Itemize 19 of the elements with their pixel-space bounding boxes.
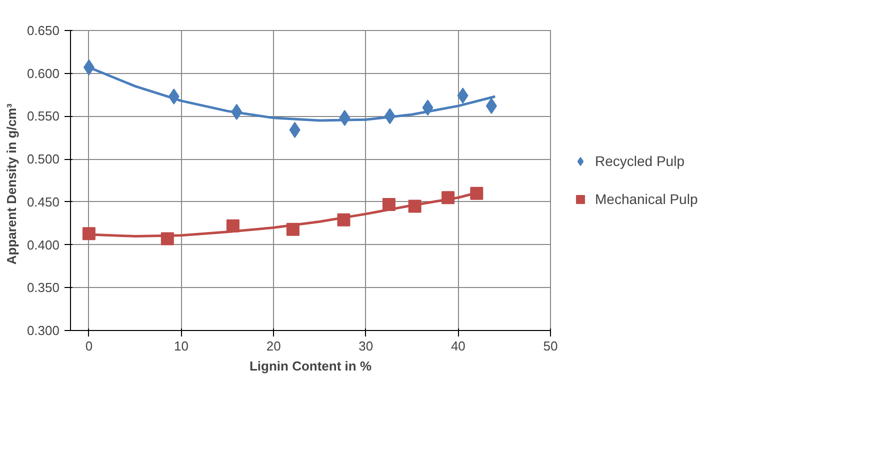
x-tick-label: 10: [174, 338, 189, 354]
y-tick-label: 0.400: [26, 237, 60, 252]
y-tick-label: 0.300: [26, 323, 60, 338]
y-tick-label: 0.650: [26, 23, 60, 38]
y-tick-label: 0.450: [26, 194, 60, 210]
legend-label: Mechanical Pulp: [595, 191, 698, 207]
legend-label: Recycled Pulp: [595, 153, 684, 169]
point: [82, 227, 96, 240]
y-tick-label: 0.550: [26, 108, 60, 124]
x-tick-label: 20: [266, 338, 281, 354]
y-axis-title: Apparent Density in g/cm³: [4, 102, 19, 265]
x-tick-label: 50: [543, 338, 558, 354]
y-tick-label: 0.500: [26, 152, 60, 167]
x-tick-label: 0: [85, 338, 93, 354]
y-tick-label: 0.350: [26, 280, 60, 296]
x-axis-title: Lignin Content in %: [249, 358, 372, 374]
x-tick-label: 30: [358, 338, 374, 354]
x-tick-label: 40: [450, 338, 466, 354]
y-tick-label: 0.600: [26, 66, 60, 81]
